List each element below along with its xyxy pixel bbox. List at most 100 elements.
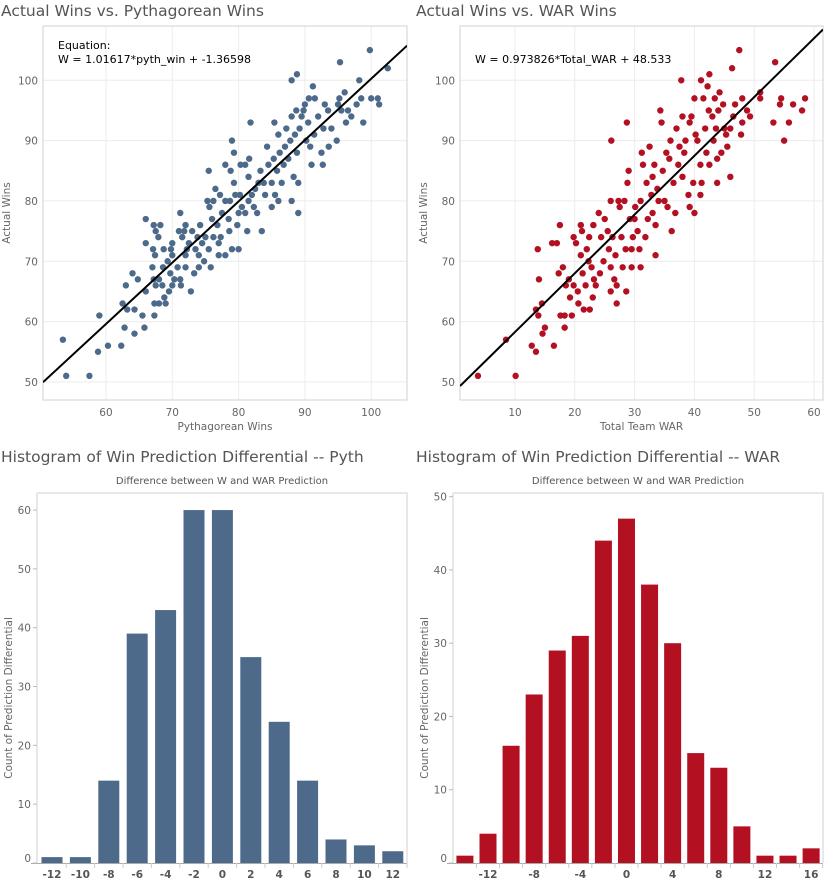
data-point (182, 252, 189, 259)
x-tick-label: 20 (568, 407, 581, 419)
data-point (336, 95, 343, 102)
data-point (353, 101, 360, 108)
data-point (570, 233, 577, 241)
data-point (712, 125, 720, 132)
data-point (629, 233, 637, 241)
data-point (709, 113, 716, 120)
data-point (561, 312, 568, 319)
data-point (692, 131, 699, 138)
data-point (268, 203, 275, 211)
x-tick-label: 10 (357, 869, 372, 881)
data-point (215, 252, 222, 259)
data-point (261, 191, 269, 199)
data-point (222, 252, 229, 259)
data-point (235, 245, 242, 253)
data-point (59, 336, 67, 343)
data-point (728, 65, 736, 72)
y-tick-label: 100 (435, 75, 455, 87)
data-point (195, 252, 203, 259)
data-point (541, 324, 549, 331)
y-tick-label: 90 (25, 136, 38, 148)
y-tick-label: 70 (25, 256, 38, 268)
data-point (612, 252, 619, 259)
data-point (539, 330, 546, 337)
data-point (639, 161, 647, 168)
data-point (628, 245, 635, 253)
data-point (596, 270, 604, 277)
data-point (271, 119, 278, 126)
data-point (342, 119, 350, 126)
data-point (559, 264, 567, 271)
data-point (649, 173, 656, 181)
data-point (134, 276, 142, 283)
data-point (661, 197, 668, 205)
data-point (715, 107, 722, 114)
data-point (644, 215, 651, 223)
data-point (306, 143, 314, 150)
histogram-bar (382, 851, 404, 863)
data-point (177, 282, 185, 289)
data-point (225, 215, 232, 223)
data-point (216, 191, 224, 199)
data-point (642, 233, 649, 241)
data-point (743, 107, 751, 114)
data-point (169, 252, 176, 259)
data-point (682, 137, 689, 144)
data-point (288, 77, 295, 84)
data-point (619, 264, 626, 271)
data-point (575, 300, 582, 307)
histogram-bar (155, 610, 177, 863)
data-point (205, 245, 212, 253)
data-point (298, 113, 305, 120)
data-point (582, 282, 589, 289)
data-point (622, 245, 629, 253)
x-tick-label: 12 (758, 869, 773, 881)
data-point (746, 113, 754, 120)
histogram-bar (268, 721, 290, 863)
data-point (611, 276, 618, 283)
data-point (276, 149, 283, 156)
data-point (590, 276, 598, 283)
data-point (667, 137, 674, 144)
data-point (177, 276, 184, 283)
data-point (210, 233, 217, 241)
data-point (652, 221, 659, 229)
data-point (704, 83, 711, 90)
histogram-chart-war: 0 10 20 30 40 50 -12 -8 -4 0 4 8 12 16 Count of Predic… (419, 492, 824, 881)
data-point (324, 107, 332, 114)
data-point (212, 185, 219, 193)
data-point (202, 233, 209, 241)
data-point (121, 324, 128, 331)
data-point (607, 197, 614, 205)
x-tick-label: 0 (219, 869, 226, 881)
equation-text: W = 0.973826*Total_WAR + 48.533 (475, 53, 671, 66)
data-point (295, 179, 302, 187)
data-point (190, 270, 198, 277)
data-point (182, 221, 189, 229)
data-point (535, 276, 543, 283)
data-point (232, 191, 239, 199)
data-point (690, 179, 697, 187)
data-point (242, 209, 249, 217)
data-point (600, 258, 607, 265)
y-tick-label: 50 (25, 377, 38, 389)
data-point (801, 95, 809, 102)
data-point (666, 155, 673, 162)
x-tick-label: 6 (304, 869, 311, 881)
data-point (177, 209, 184, 217)
x-tick-label: 10 (508, 407, 521, 419)
histogram-bar (571, 635, 589, 863)
data-point (727, 173, 734, 181)
data-point (706, 161, 713, 168)
x-tick-label: 12 (385, 869, 400, 881)
data-point (663, 149, 670, 156)
x-tick-label: -6 (131, 869, 143, 881)
data-point (119, 300, 126, 307)
data-point (739, 95, 746, 102)
data-point (217, 233, 224, 241)
data-point (698, 179, 705, 187)
data-point (694, 137, 701, 144)
data-point (348, 113, 355, 120)
data-point (651, 161, 658, 168)
plot-frame (452, 492, 824, 863)
